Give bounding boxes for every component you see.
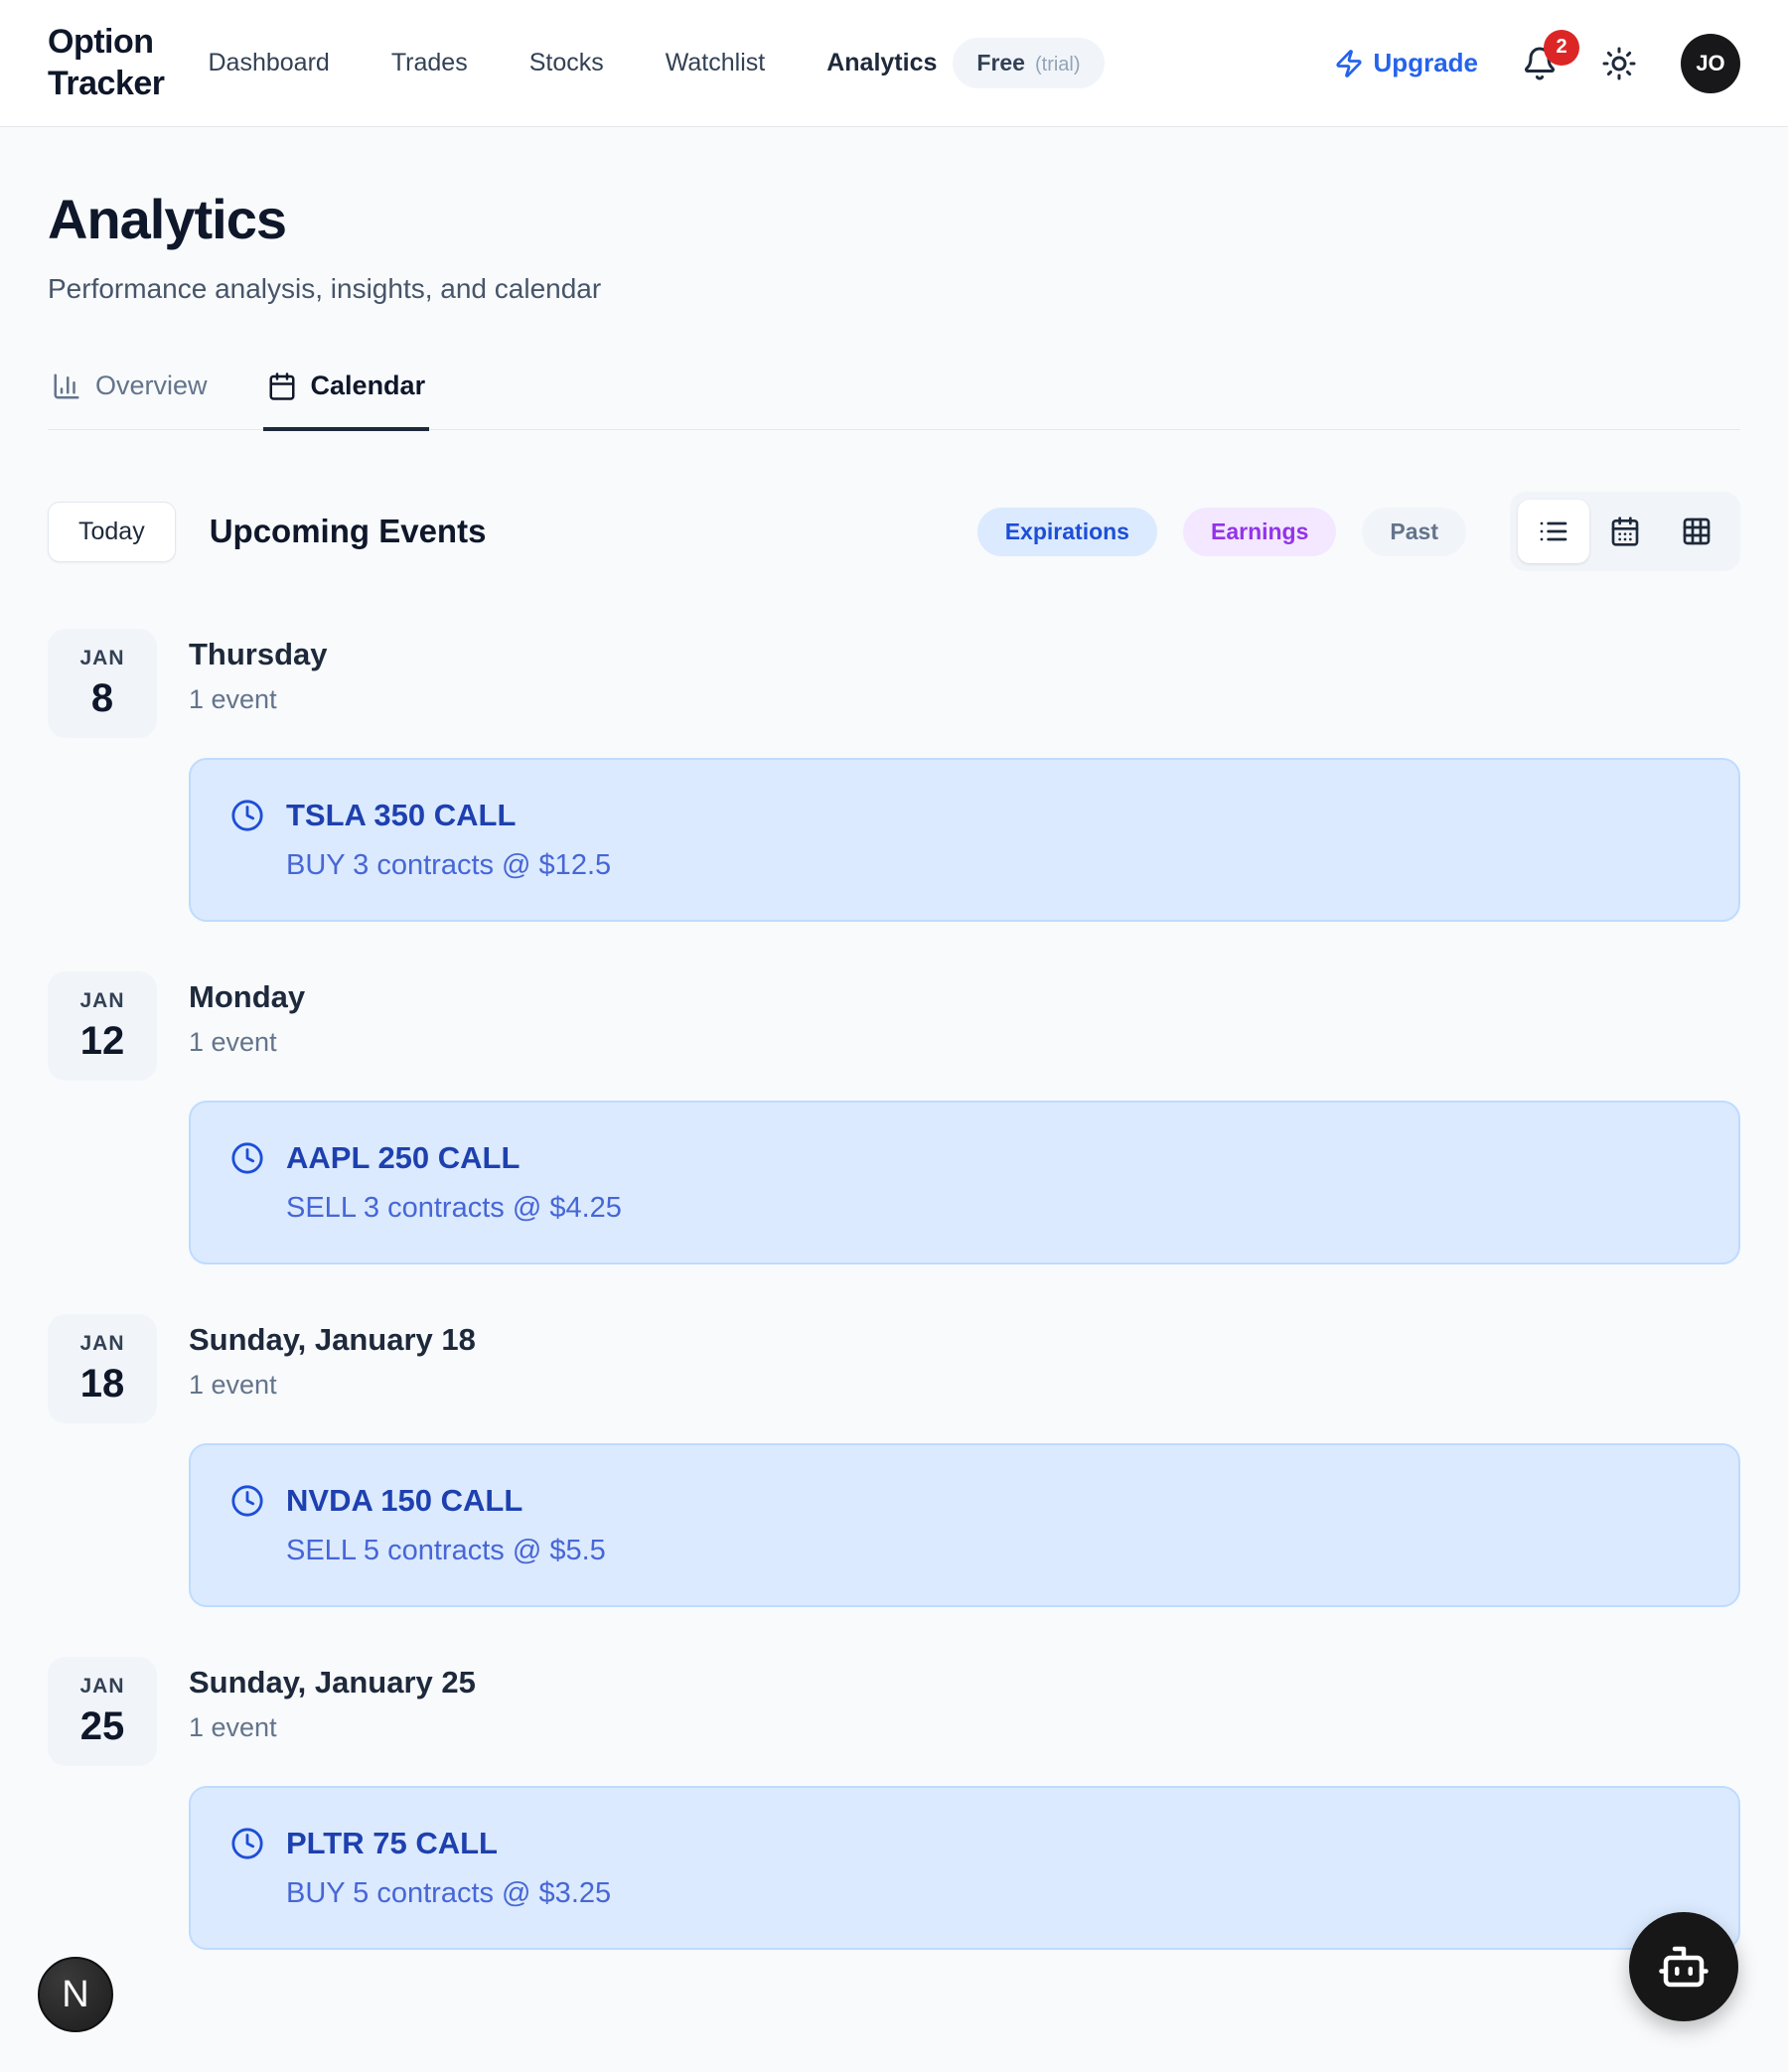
date-day: 18 [79,1361,125,1406]
upcoming-events-heading: Upcoming Events [209,513,487,549]
group-day-title: Thursday [189,637,328,671]
filter-earnings[interactable]: Earnings [1182,507,1337,556]
group-day-title: Monday [189,979,306,1014]
upcoming-events-list: JAN 8 Thursday 1 event TSLA 350 CALL [48,629,1740,1950]
calendar-icon [267,371,297,401]
page-title: Analytics [48,188,287,250]
event-detail: SELL 3 contracts @ $4.25 [286,1192,622,1224]
nav-item-analytics[interactable]: Analytics [826,49,938,76]
event-group-jan-25: JAN 25 Sunday, January 25 1 event PLTR 7… [48,1657,1740,1950]
event-title: AAPL 250 CALL [286,1140,521,1175]
event-card-tsla[interactable]: TSLA 350 CALL BUY 3 contracts @ $12.5 [189,758,1740,922]
sun-icon [1601,46,1637,81]
date-day: 12 [79,1018,125,1063]
nav-item-dashboard[interactable]: Dashboard [208,49,330,76]
group-day-title: Sunday, January 25 [189,1665,476,1700]
calendar-toolbar: Today Upcoming Events Expirations Earnin… [48,492,1740,571]
date-month: JAN [79,1331,125,1355]
upgrade-label: Upgrade [1373,48,1478,77]
event-card-pltr[interactable]: PLTR 75 CALL BUY 5 contracts @ $3.25 [189,1786,1740,1950]
user-avatar[interactable]: JO [1681,33,1740,93]
tab-calendar-label: Calendar [310,370,426,400]
top-navigation-bar: Option Tracker Dashboard Trades Stocks W… [0,0,1788,127]
logo-line-2: Tracker [48,64,165,102]
event-title: TSLA 350 CALL [286,798,517,832]
bot-icon [1657,1940,1711,1994]
event-group-jan-8: JAN 8 Thursday 1 event TSLA 350 CALL [48,629,1740,922]
tab-overview-label: Overview [95,370,208,400]
group-event-count: 1 event [189,1370,277,1400]
plan-name: Free [976,50,1025,75]
app-logo[interactable]: Option Tracker [48,22,165,104]
nav-item-stocks[interactable]: Stocks [528,49,604,76]
group-day-title: Sunday, January 18 [189,1322,476,1357]
filter-past[interactable]: Past [1362,507,1466,556]
logo-line-1: Option [48,23,154,62]
date-month: JAN [79,988,125,1012]
calendar-days-icon [1609,516,1641,547]
event-title: NVDA 150 CALL [286,1483,523,1518]
group-event-count: 1 event [189,1027,277,1057]
group-event-count: 1 event [189,1712,277,1742]
event-detail: BUY 3 contracts @ $12.5 [286,849,612,881]
date-badge: JAN 18 [48,1314,157,1423]
dev-indicator-letter: N [62,1973,89,2015]
chart-column-icon [52,371,81,401]
clock-icon [230,1827,264,1860]
event-filters: Expirations Earnings Past [976,507,1466,556]
clock-icon [230,1141,264,1175]
view-grid-button[interactable] [1661,500,1732,563]
nav-item-watchlist[interactable]: Watchlist [665,49,766,76]
analytics-tabs: Overview Calendar [48,370,1740,431]
view-list-button[interactable] [1518,500,1589,563]
clock-icon [230,1484,264,1518]
analytics-page: Analytics Performance analysis, insights… [0,127,1788,1950]
main-nav: Dashboard Trades Stocks Watchlist Analyt… [209,38,1105,88]
zap-icon [1334,49,1364,78]
tab-overview[interactable]: Overview [48,370,212,431]
event-detail: BUY 5 contracts @ $3.25 [286,1877,612,1909]
tab-calendar[interactable]: Calendar [262,370,430,431]
upgrade-button[interactable]: Upgrade [1334,48,1478,78]
date-day: 25 [79,1703,125,1748]
date-day: 8 [90,675,114,720]
ai-assistant-fab[interactable] [1629,1912,1738,2021]
plan-suffix: (trial) [1034,54,1081,75]
event-detail: SELL 5 contracts @ $5.5 [286,1535,606,1566]
dev-indicator-badge[interactable]: N [38,1957,113,2032]
plan-badge: Free (trial) [953,38,1105,88]
view-calendar-button[interactable] [1589,500,1661,563]
notifications-button[interactable]: 2 [1522,29,1579,81]
event-card-aapl[interactable]: AAPL 250 CALL SELL 3 contracts @ $4.25 [189,1101,1740,1264]
notification-count-badge: 2 [1544,29,1579,66]
event-group-jan-12: JAN 12 Monday 1 event AAPL 250 CALL [48,971,1740,1264]
theme-toggle-button[interactable] [1601,46,1637,81]
event-group-jan-18: JAN 18 Sunday, January 18 1 event NVDA 1… [48,1314,1740,1607]
group-event-count: 1 event [189,684,277,714]
header-actions: Upgrade 2 JO [1334,29,1740,93]
date-badge: JAN 25 [48,1657,157,1766]
today-button[interactable]: Today [48,501,176,562]
view-mode-toggle [1510,492,1740,571]
date-month: JAN [79,646,125,669]
event-title: PLTR 75 CALL [286,1826,498,1860]
grid-icon [1681,516,1713,547]
date-badge: JAN 8 [48,629,157,738]
page-subtitle: Performance analysis, insights, and cale… [48,273,602,304]
clock-icon [230,799,264,832]
event-card-nvda[interactable]: NVDA 150 CALL SELL 5 contracts @ $5.5 [189,1443,1740,1607]
filter-expirations[interactable]: Expirations [976,507,1157,556]
date-month: JAN [79,1674,125,1698]
list-icon [1538,516,1569,547]
date-badge: JAN 12 [48,971,157,1081]
nav-item-trades[interactable]: Trades [390,49,468,76]
